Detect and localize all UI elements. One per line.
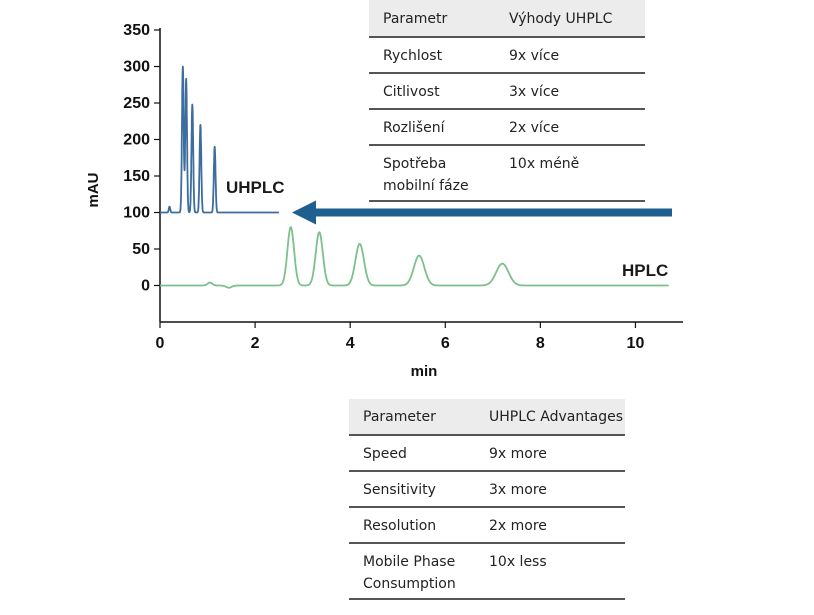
y-tick-label: 300 bbox=[123, 59, 150, 76]
x-tick-label: 8 bbox=[536, 335, 545, 352]
table-row: Sensitivity 3x more bbox=[349, 471, 625, 507]
table-row: Speed 9x more bbox=[349, 435, 625, 471]
advantage-cell: 10x méně bbox=[509, 156, 580, 172]
table-row: Mobile Phase Consumption 10x less bbox=[349, 543, 625, 599]
y-tick-label: 150 bbox=[123, 168, 150, 185]
x-axis-title: min bbox=[411, 363, 438, 380]
advantage-cell: 3x more bbox=[489, 482, 547, 498]
y-tick-label: 0 bbox=[141, 278, 150, 295]
comparison-table-english: Parameter UHPLC Advantages Speed 9x more… bbox=[349, 399, 625, 600]
header-cell-parameter: Parameter bbox=[349, 399, 475, 435]
header-cell-advantages: Výhody UHPLC bbox=[495, 0, 645, 37]
series-trace-hplc bbox=[159, 226, 670, 289]
table-header-row: Parametr Výhody UHPLC bbox=[369, 0, 645, 37]
comparison-table-czech: Parametr Výhody UHPLC Rychlost 9x více C… bbox=[369, 0, 645, 202]
chromatogram-chart: 0 50 100 150 200 250 300 350 0 2 4 6 8 10 min mAU UHPLC… bbox=[85, 22, 683, 380]
table-row: Rozlišení 2x více bbox=[369, 109, 645, 145]
y-tick-label: 250 bbox=[123, 95, 150, 112]
y-tick-label: 350 bbox=[123, 22, 150, 39]
table-row: Rychlost 9x více bbox=[369, 37, 645, 73]
parameter-cell: Resolution bbox=[363, 518, 437, 534]
series-label-hplc: HPLC bbox=[622, 261, 668, 280]
series-trace-uhplc bbox=[159, 65, 280, 214]
x-tick-label: 6 bbox=[441, 335, 450, 352]
table-row: Resolution 2x more bbox=[349, 507, 625, 543]
y-tick-label: 50 bbox=[132, 241, 150, 258]
chart-axes: 0 50 100 150 200 250 300 350 0 2 4 6 8 10 min mAU bbox=[85, 22, 683, 380]
arrow-shaft bbox=[312, 208, 672, 217]
header-cell-advantages: UHPLC Advantages bbox=[475, 399, 625, 435]
x-tick-label: 2 bbox=[251, 335, 260, 352]
table-header-row: Parameter UHPLC Advantages bbox=[349, 399, 625, 435]
y-axis-title: mAU bbox=[85, 172, 102, 207]
parameter-cell: Citlivost bbox=[383, 84, 440, 100]
parameter-cell: Mobile Phase Consumption bbox=[363, 554, 456, 592]
x-tick-label: 4 bbox=[346, 335, 355, 352]
header-cell-parameter: Parametr bbox=[369, 0, 495, 37]
x-tick-label: 10 bbox=[627, 335, 645, 352]
table-row: Spotřeba mobilní fáze 10x méně bbox=[369, 145, 645, 201]
table-row: Citlivost 3x více bbox=[369, 73, 645, 109]
advantage-cell: 2x více bbox=[509, 120, 560, 136]
advantage-cell: 9x more bbox=[489, 446, 547, 462]
advantage-cell: 3x více bbox=[509, 84, 560, 100]
parameter-cell: Sensitivity bbox=[363, 482, 436, 498]
x-tick-label: 0 bbox=[156, 335, 165, 352]
parameter-cell: Rychlost bbox=[383, 48, 443, 64]
arrow-head bbox=[292, 200, 316, 225]
advantage-cell: 2x more bbox=[489, 518, 547, 534]
chart-plot-area: UHPLC HPLC bbox=[159, 65, 672, 289]
series-label-uhplc: UHPLC bbox=[226, 178, 285, 197]
y-tick-label: 100 bbox=[123, 205, 150, 222]
y-tick-label: 200 bbox=[123, 132, 150, 149]
parameter-cell: Spotřeba mobilní fáze bbox=[383, 156, 469, 194]
advantage-cell: 9x více bbox=[509, 48, 560, 64]
advantage-cell: 10x less bbox=[489, 554, 547, 570]
parameter-cell: Speed bbox=[363, 446, 407, 462]
parameter-cell: Rozlišení bbox=[383, 120, 445, 136]
